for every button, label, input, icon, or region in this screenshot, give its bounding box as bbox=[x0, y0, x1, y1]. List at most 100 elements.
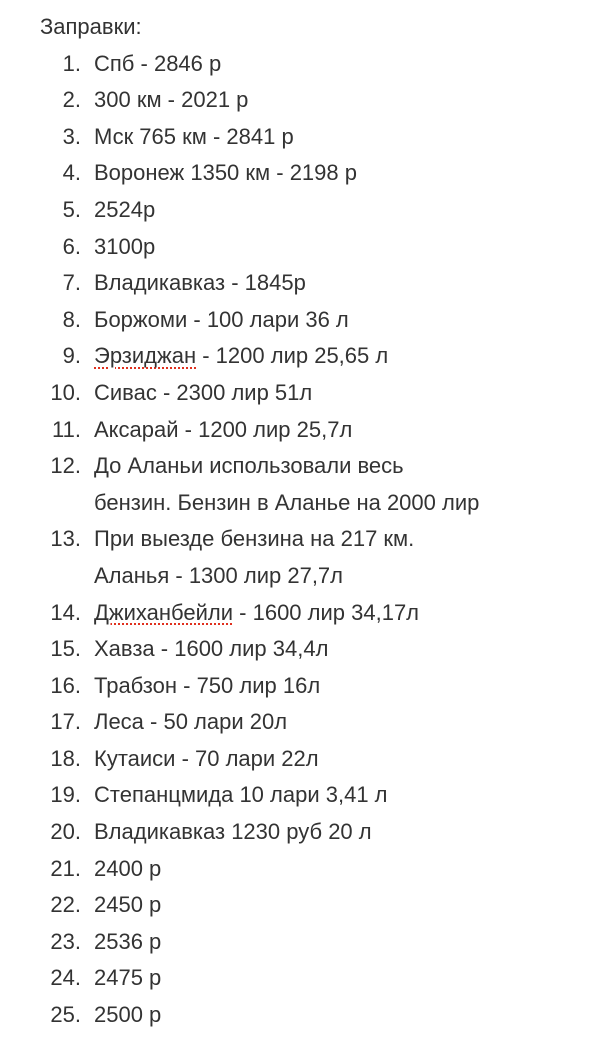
text-line: 3100р bbox=[94, 229, 600, 266]
text-line: Сивас - 2300 лир 51л bbox=[94, 375, 600, 412]
list-item-number: 6. bbox=[62, 233, 81, 259]
list-item-text: Мск 765 км - 2841 р bbox=[94, 119, 600, 156]
list-item-text: Степанцмида 10 лари 3,41 л bbox=[94, 777, 600, 814]
list-item-text: Сивас - 2300 лир 51л bbox=[94, 375, 600, 412]
list-item: 18. Кутаиси - 70 лари 22л bbox=[0, 741, 600, 778]
list-item: 20. Владикавказ 1230 руб 20 л bbox=[0, 814, 600, 851]
text-segment: Спб - 2846 р bbox=[94, 50, 222, 76]
list-item-text: Трабзон - 750 лир 16л bbox=[94, 668, 600, 705]
list-item: 14. Джиханбейли - 1600 лир 34,17л bbox=[0, 595, 600, 632]
text-segment: - 1600 лир 34,17л bbox=[233, 599, 420, 625]
text-segment: 300 км - 2021 р bbox=[94, 87, 249, 113]
list-item: 17. Леса - 50 лари 20л bbox=[0, 704, 600, 741]
text-line: Воронеж 1350 км - 2198 р bbox=[94, 155, 600, 192]
text-line: Степанцмида 10 лари 3,41 л bbox=[94, 777, 600, 814]
list-item-number: 5. bbox=[62, 196, 81, 222]
list-item-number: 4. bbox=[62, 160, 81, 186]
list-item-text: 300 км - 2021 р bbox=[94, 82, 600, 119]
text-line: Аксарай - 1200 лир 25,7л bbox=[94, 412, 600, 449]
list-item-text: 2536 р bbox=[94, 924, 600, 961]
text-line: Трабзон - 750 лир 16л bbox=[94, 668, 600, 705]
list-item-number: 2. bbox=[62, 87, 81, 113]
list-item: 15. Хавза - 1600 лир 34,4л bbox=[0, 631, 600, 668]
text-segment: 2450 р bbox=[94, 892, 162, 918]
list-item-number: 1. bbox=[62, 50, 81, 76]
misspelled-word[interactable]: Джиханбейли bbox=[94, 599, 234, 625]
list-item-number: 18. bbox=[50, 745, 81, 771]
list-item-number: 9. bbox=[62, 343, 81, 369]
text-segment: 2500 р bbox=[94, 1002, 162, 1028]
text-segment: Воронеж 1350 км - 2198 р bbox=[94, 160, 357, 186]
list-item-number: 7. bbox=[62, 270, 81, 296]
list-item-text: 2400 р bbox=[94, 851, 600, 888]
list-item-text: 2500 р bbox=[94, 997, 600, 1034]
list-item: 1. Спб - 2846 р bbox=[0, 46, 600, 83]
list-item-text: Кутаиси - 70 лари 22л bbox=[94, 741, 600, 778]
text-segment: Хавза - 1600 лир 34,4л bbox=[94, 636, 329, 662]
text-segment: Владикавказ - 1845р bbox=[94, 270, 306, 296]
text-line: Хавза - 1600 лир 34,4л bbox=[94, 631, 600, 668]
text-line: 2400 р bbox=[94, 851, 600, 888]
text-line: бензин. Бензин в Аланье на 2000 лир bbox=[94, 485, 600, 522]
list-item: 19. Степанцмида 10 лари 3,41 л bbox=[0, 777, 600, 814]
list-item: 25. 2500 р bbox=[0, 997, 600, 1034]
list-item-number: 16. bbox=[50, 672, 81, 698]
list-item-text: Спб - 2846 р bbox=[94, 46, 600, 83]
list-item: 6. 3100р bbox=[0, 229, 600, 266]
list-item-number: 24. bbox=[50, 965, 81, 991]
text-line: 2524р bbox=[94, 192, 600, 229]
list-item-number: 13. bbox=[50, 526, 81, 552]
list-item-number: 22. bbox=[50, 892, 81, 918]
list-item: 12. До Аланьи использовали весь бензин. Бе… bbox=[0, 448, 600, 521]
list-item-text: Владикавказ 1230 руб 20 л bbox=[94, 814, 600, 851]
list-item-text: 2450 р bbox=[94, 887, 600, 924]
note-title: Заправки: bbox=[40, 14, 142, 39]
text-segment: При выезде бензина на 217 км. bbox=[94, 526, 415, 552]
text-segment: Кутаиси - 70 лари 22л bbox=[94, 745, 319, 771]
list-item-number: 3. bbox=[62, 123, 81, 149]
text-segment: Мск 765 км - 2841 р bbox=[94, 123, 294, 149]
text-segment: Боржоми - 100 лари 36 л bbox=[94, 306, 349, 332]
text-segment: Леса - 50 лари 20л bbox=[94, 709, 288, 735]
text-line: 2536 р bbox=[94, 924, 600, 961]
list-item-number: 14. bbox=[50, 599, 81, 625]
list-item-text: Аксарай - 1200 лир 25,7л bbox=[94, 412, 600, 449]
list-item: 8. Боржоми - 100 лари 36 л bbox=[0, 302, 600, 339]
list-item-number: 25. bbox=[50, 1002, 81, 1028]
text-line: При выезде бензина на 217 км. bbox=[94, 521, 600, 558]
list-item-text: Боржоми - 100 лари 36 л bbox=[94, 302, 600, 339]
text-segment: 2536 р bbox=[94, 928, 162, 954]
text-line: 2500 р bbox=[94, 997, 600, 1034]
list-item-text: Хавза - 1600 лир 34,4л bbox=[94, 631, 600, 668]
text-line: Аланья - 1300 лир 27,7л bbox=[94, 558, 600, 595]
list-item-text: До Аланьи использовали весь бензин. Бензи… bbox=[94, 448, 600, 521]
text-segment: Трабзон - 750 лир 16л bbox=[94, 672, 321, 698]
list-item: 9. Эрзиджан - 1200 лир 25,65 л bbox=[0, 338, 600, 375]
text-segment: Аланья - 1300 лир 27,7л bbox=[94, 562, 344, 588]
list-item: 5. 2524р bbox=[0, 192, 600, 229]
list-item: 24. 2475 р bbox=[0, 960, 600, 997]
list-item-text: Джиханбейли - 1600 лир 34,17л bbox=[94, 595, 600, 632]
list-item: 16. Трабзон - 750 лир 16л bbox=[0, 668, 600, 705]
misspelled-word[interactable]: Эрзиджан bbox=[94, 343, 197, 369]
text-line: Боржоми - 100 лари 36 л bbox=[94, 302, 600, 339]
text-line: Владикавказ 1230 руб 20 л bbox=[94, 814, 600, 851]
list-item: 11. Аксарай - 1200 лир 25,7л bbox=[0, 412, 600, 449]
list-item-number: 19. bbox=[50, 782, 81, 808]
text-segment: Сивас - 2300 лир 51л bbox=[94, 379, 313, 405]
list-item: 3. Мск 765 км - 2841 р bbox=[0, 119, 600, 156]
list-item-number: 20. bbox=[50, 819, 81, 845]
list-item-text: 3100р bbox=[94, 229, 600, 266]
text-line: Спб - 2846 р bbox=[94, 46, 600, 83]
text-line: Эрзиджан - 1200 лир 25,65 л bbox=[94, 338, 600, 375]
text-segment: - 1200 лир 25,65 л bbox=[196, 343, 389, 369]
text-segment: 2475 р bbox=[94, 965, 162, 991]
list-item: 4. Воронеж 1350 км - 2198 р bbox=[0, 155, 600, 192]
list-item-number: 21. bbox=[50, 855, 81, 881]
text-segment: 2400 р bbox=[94, 855, 162, 881]
list-item: 22. 2450 р bbox=[0, 887, 600, 924]
text-line: 300 км - 2021 р bbox=[94, 82, 600, 119]
text-line: До Аланьи использовали весь bbox=[94, 448, 600, 485]
text-segment: бензин. Бензин в Аланье на 2000 лир bbox=[94, 489, 480, 515]
text-segment: 2524р bbox=[94, 196, 156, 222]
